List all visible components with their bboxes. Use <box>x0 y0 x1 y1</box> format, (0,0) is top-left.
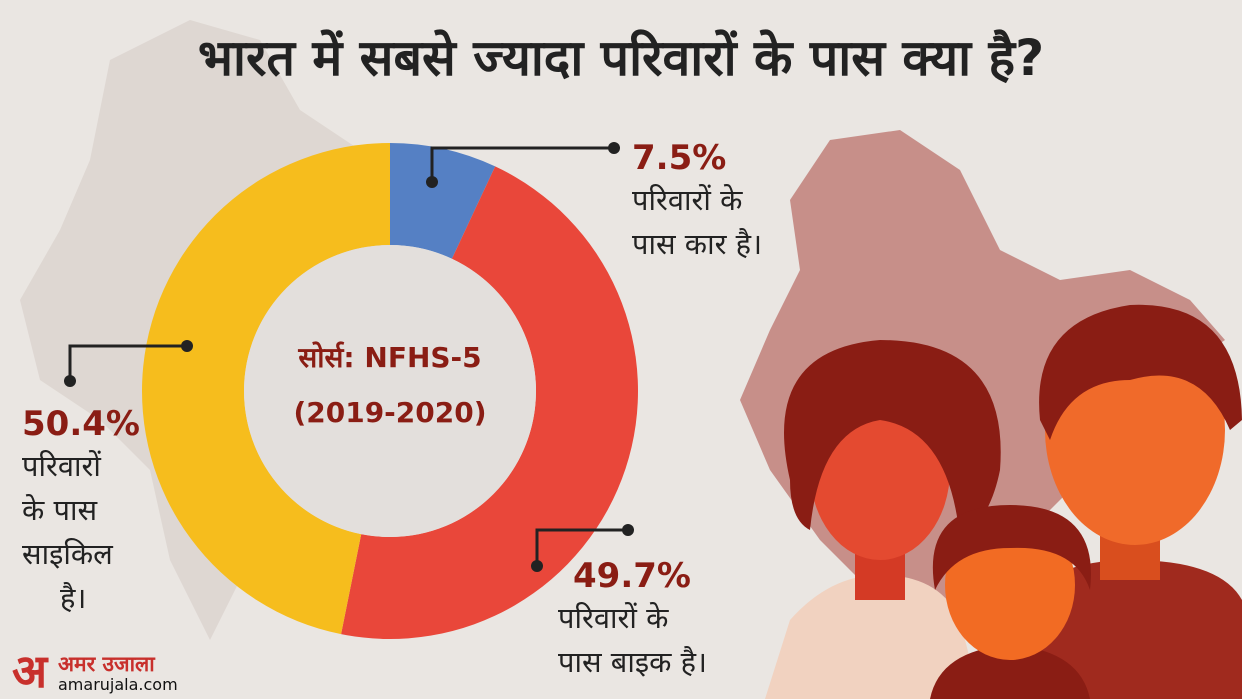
source-label: सोर्स: NFHS-5 <box>298 341 482 374</box>
donut-slice-0 <box>390 143 496 259</box>
bike-desc-line1: परिवारों के <box>558 601 669 635</box>
cycle-leader-line <box>68 344 187 380</box>
leader-lines <box>68 146 626 565</box>
child-figure <box>930 505 1091 699</box>
cycle-desc-line4: है। <box>60 581 87 615</box>
cycle-callout: 50.4% परिवारों के पास साइकिल है। <box>22 404 140 620</box>
bike-leader-line <box>535 528 626 565</box>
cycle-percent: 50.4% <box>22 404 140 444</box>
logo-glyph: अ <box>12 644 48 698</box>
bike-leader-dot-label <box>622 524 634 536</box>
bike-leader-dot-chart <box>531 560 543 572</box>
cycle-desc-line2: के पास <box>22 493 98 527</box>
logo-domain: amarujala.com <box>58 675 178 694</box>
logo-name: अमर उजाला <box>58 652 155 676</box>
car-percent: 7.5% <box>632 138 727 178</box>
car-desc-line1: परिवारों के <box>632 183 743 217</box>
car-desc-line2: पास कार है। <box>632 227 763 261</box>
page-title: भारत में सबसे ज्यादा परिवारों के पास क्य… <box>197 29 1045 87</box>
donut-hole <box>244 245 536 537</box>
bike-desc-line2: पास बाइक है। <box>558 645 707 679</box>
car-leader-line <box>430 146 612 182</box>
car-leader-dot-label <box>608 142 620 154</box>
donut-slice-1 <box>341 166 638 640</box>
cycle-leader-dot-chart <box>181 340 193 352</box>
cycle-desc-line1: परिवारों <box>22 449 101 483</box>
car-callout: 7.5% परिवारों के पास कार है। <box>632 138 762 266</box>
amarujala-logo: अ अमर उजाला amarujala.com <box>8 646 178 698</box>
source-years-label: (2019-2020) <box>293 396 487 429</box>
donut-chart <box>141 143 638 640</box>
cycle-leader-dot-label <box>64 375 76 387</box>
bike-percent: 49.7% <box>573 556 691 596</box>
family-illustration <box>765 304 1242 699</box>
bike-callout: 49.7% परिवारों के पास बाइक है। <box>558 556 707 684</box>
car-leader-dot-chart <box>426 176 438 188</box>
donut-slice-2 <box>141 143 390 635</box>
leader-dots <box>64 142 634 572</box>
mother-figure <box>765 340 1001 699</box>
cycle-desc-line3: साइकिल <box>22 537 113 571</box>
